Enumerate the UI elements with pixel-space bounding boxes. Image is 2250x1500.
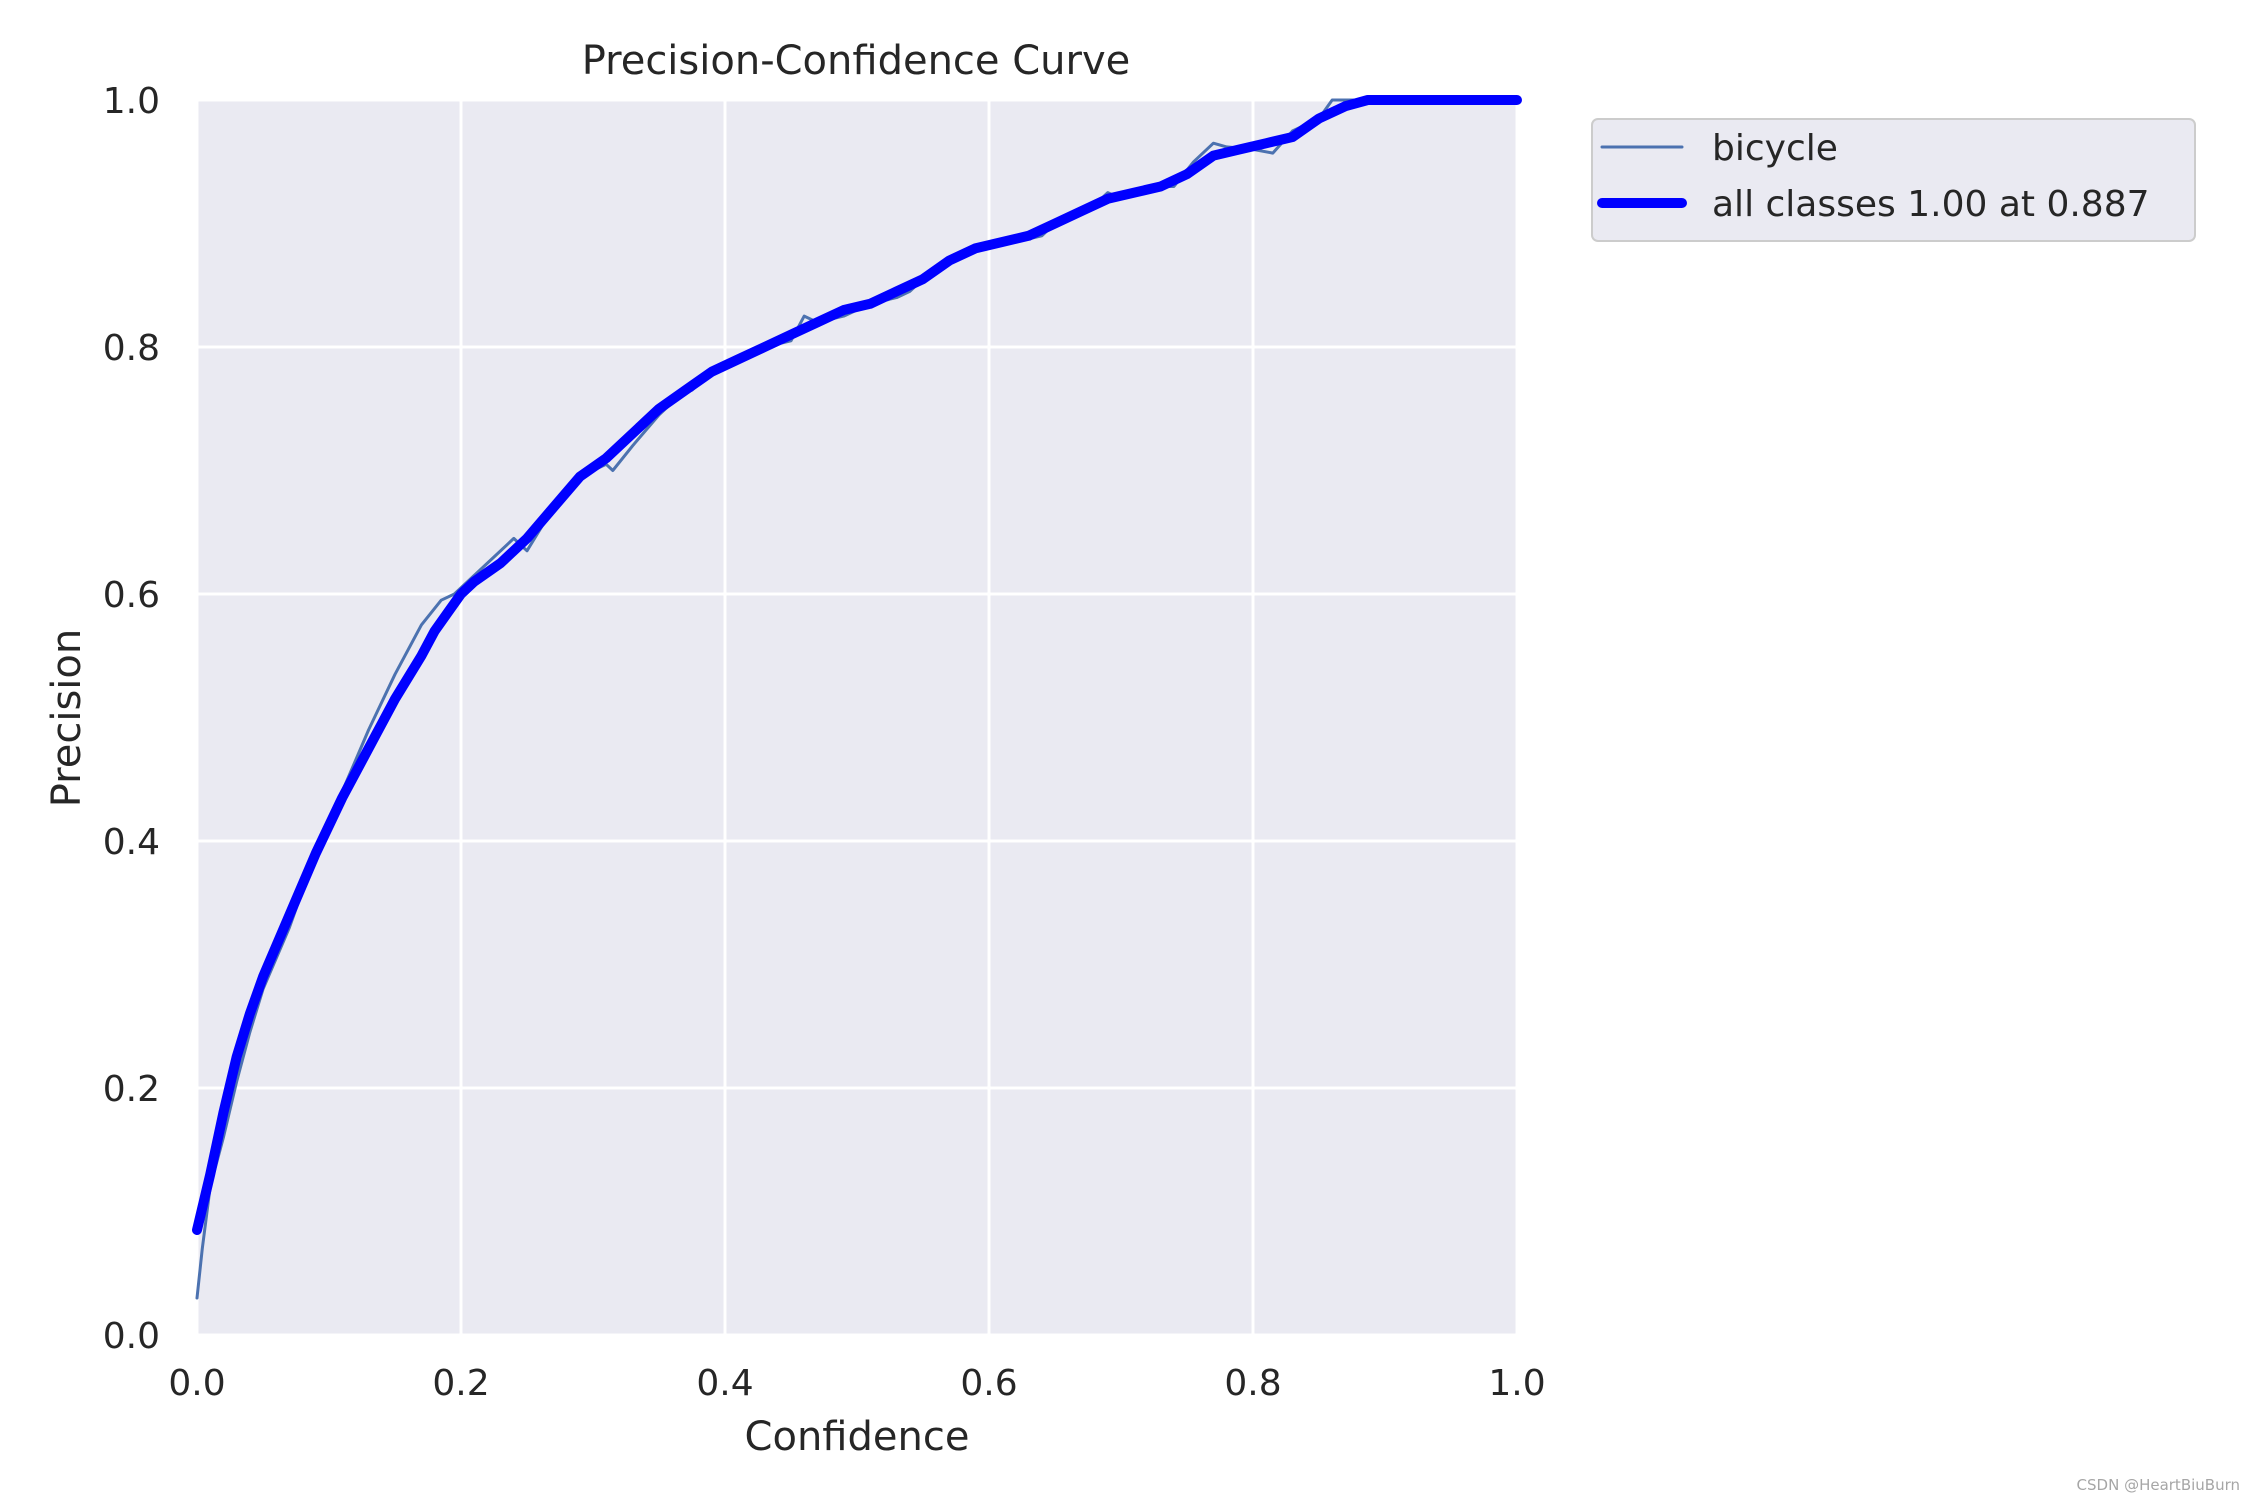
x-axis-label: Confidence: [745, 1414, 970, 1460]
plot-background: [197, 100, 1517, 1335]
x-tick-label: 0.0: [168, 1363, 225, 1404]
x-tick-label: 0.2: [432, 1363, 489, 1404]
y-tick-label: 0.4: [103, 822, 160, 863]
grid-lines: [195, 98, 1519, 1337]
legend: bicycle all classes 1.00 at 0.887: [1591, 118, 2196, 242]
legend-box: [1591, 118, 2196, 242]
y-tick-label: 0.6: [103, 575, 160, 616]
x-tick-label: 0.6: [960, 1363, 1017, 1404]
y-tick-label: 0.8: [103, 328, 160, 369]
y-axis-ticks: 0.0 0.2 0.4 0.6 0.8 1.0: [103, 81, 160, 1357]
chart-title: Precision-Confidence Curve: [582, 38, 1131, 84]
y-tick-label: 0.2: [103, 1069, 160, 1110]
x-tick-label: 0.8: [1224, 1363, 1281, 1404]
series-layer: [192, 95, 1522, 1300]
x-tick-label: 1.0: [1488, 1363, 1545, 1404]
x-axis-ticks: 0.0 0.2 0.4 0.6 0.8 1.0: [168, 1363, 1545, 1404]
legend-label: bicycle: [1712, 128, 1838, 169]
watermark: CSDN @HeartBiuBurn: [2076, 1476, 2240, 1494]
y-tick-label: 1.0: [103, 81, 160, 122]
all-classes-line: [192, 95, 1522, 1235]
y-axis-label: Precision: [44, 629, 90, 807]
y-tick-label: 0.0: [103, 1316, 160, 1357]
x-tick-label: 0.4: [696, 1363, 753, 1404]
legend-label: all classes 1.00 at 0.887: [1712, 184, 2150, 225]
